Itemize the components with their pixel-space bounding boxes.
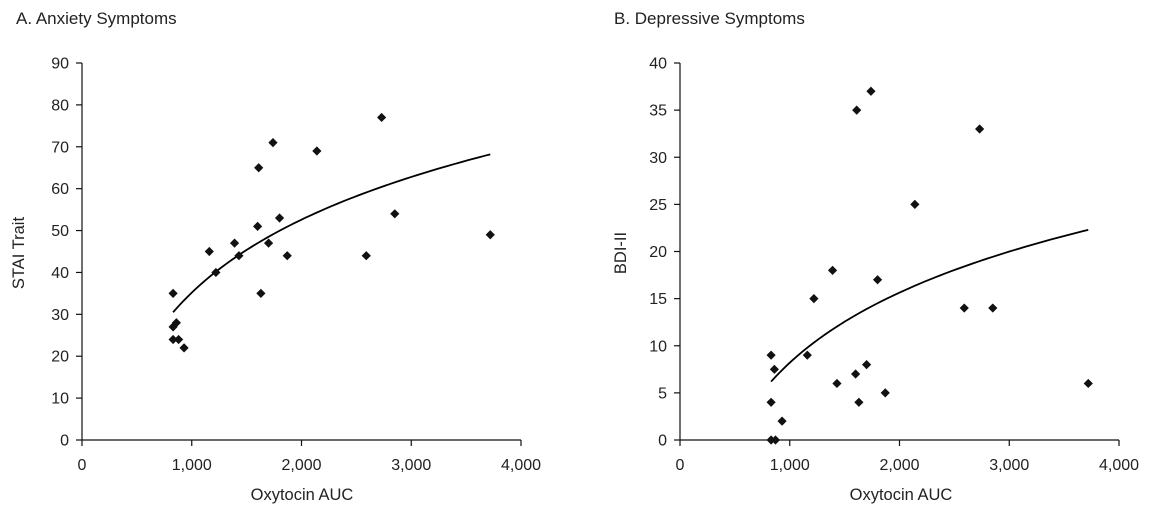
data-point (377, 112, 387, 123)
data-point (910, 199, 920, 209)
data-point (851, 369, 861, 379)
x-tick-label: 2,000 (281, 457, 321, 474)
data-point (211, 267, 221, 278)
x-tick-label: 1,000 (770, 457, 810, 474)
y-tick-label: 25 (649, 197, 667, 214)
x-axis-label: Oxytocin AUC (251, 486, 354, 504)
data-point (234, 251, 244, 261)
data-point (866, 86, 876, 96)
data-point (809, 294, 819, 304)
data-point (975, 124, 985, 134)
data-point (880, 388, 890, 398)
data-point (1083, 378, 1093, 389)
data-points (766, 86, 1093, 445)
y-tick-label: 80 (51, 97, 69, 114)
x-tick-label: 0 (676, 457, 685, 474)
x-tick-label: 1,000 (172, 457, 212, 474)
y-tick-label: 20 (649, 244, 667, 261)
data-point (256, 288, 266, 298)
y-tick-label: 15 (649, 291, 667, 308)
trendline (770, 228, 1089, 383)
y-tick-label: 30 (649, 150, 667, 167)
y-tick-label: 30 (51, 307, 69, 324)
panel-depressive: B. Depressive Symptoms BDI-II Oxytocin A… (612, 9, 1139, 504)
axes: 0 10 20 30 40 50 60 70 80 90 0 1,000 2,000 3,000 4,000 (51, 56, 541, 475)
y-tick-label: 10 (649, 338, 667, 355)
y-tick-label: 5 (658, 385, 667, 402)
data-point (390, 209, 400, 219)
data-point (959, 303, 969, 313)
data-point (171, 318, 181, 328)
x-tick-label: 4,000 (501, 457, 541, 474)
data-point (173, 334, 184, 345)
data-point (769, 364, 779, 374)
y-tick-label: 0 (658, 433, 667, 450)
y-tick-label: 35 (649, 103, 667, 120)
x-tick-label: 0 (78, 457, 87, 474)
data-point (766, 350, 776, 360)
y-tick-label: 40 (51, 265, 69, 282)
panel-title: A. Anxiety Symptoms (16, 9, 177, 28)
data-point (282, 251, 292, 261)
data-point (861, 360, 872, 370)
data-point (168, 334, 178, 345)
data-point (777, 416, 787, 426)
data-points (168, 112, 495, 353)
data-point (854, 397, 864, 407)
y-tick-label: 50 (51, 223, 69, 240)
data-point (254, 163, 264, 173)
y-tick-label: 60 (51, 181, 69, 198)
y-tick-label: 10 (51, 391, 69, 408)
data-point (361, 251, 371, 261)
data-point (770, 435, 781, 445)
data-point (766, 397, 776, 407)
x-tick-label: 2,000 (879, 457, 919, 474)
data-point (802, 350, 812, 360)
x-tick-label: 4,000 (1099, 457, 1139, 474)
data-point (827, 265, 838, 275)
data-point (485, 230, 495, 240)
data-point (168, 322, 178, 332)
data-point (204, 246, 214, 257)
data-point (253, 221, 263, 231)
trendline (172, 153, 491, 313)
data-point (312, 146, 322, 156)
panel-anxiety: A. Anxiety Symptoms STAI Trait Oxytocin … (10, 9, 541, 504)
y-tick-label: 0 (60, 433, 69, 450)
panel-title: B. Depressive Symptoms (614, 9, 805, 28)
y-axis-label: STAI Trait (10, 217, 28, 290)
data-point (168, 288, 178, 298)
data-point (872, 275, 883, 285)
y-axis-label: BDI-II (612, 232, 630, 274)
data-point (274, 213, 285, 223)
x-axis-label: Oxytocin AUC (850, 486, 953, 504)
data-point (852, 105, 862, 115)
data-point (263, 238, 274, 248)
axes: 0 5 10 15 20 25 30 35 40 0 1,000 2,000 3,000 4,000 (649, 56, 1139, 475)
data-point (268, 137, 278, 148)
data-point (988, 303, 998, 313)
data-point (832, 378, 842, 389)
x-tick-label: 3,000 (391, 457, 431, 474)
y-tick-label: 70 (51, 139, 69, 156)
y-tick-label: 20 (51, 349, 69, 366)
x-tick-label: 3,000 (989, 457, 1029, 474)
data-point (229, 238, 240, 248)
y-tick-label: 40 (649, 56, 667, 73)
data-point (179, 343, 189, 353)
y-tick-label: 90 (51, 56, 69, 73)
